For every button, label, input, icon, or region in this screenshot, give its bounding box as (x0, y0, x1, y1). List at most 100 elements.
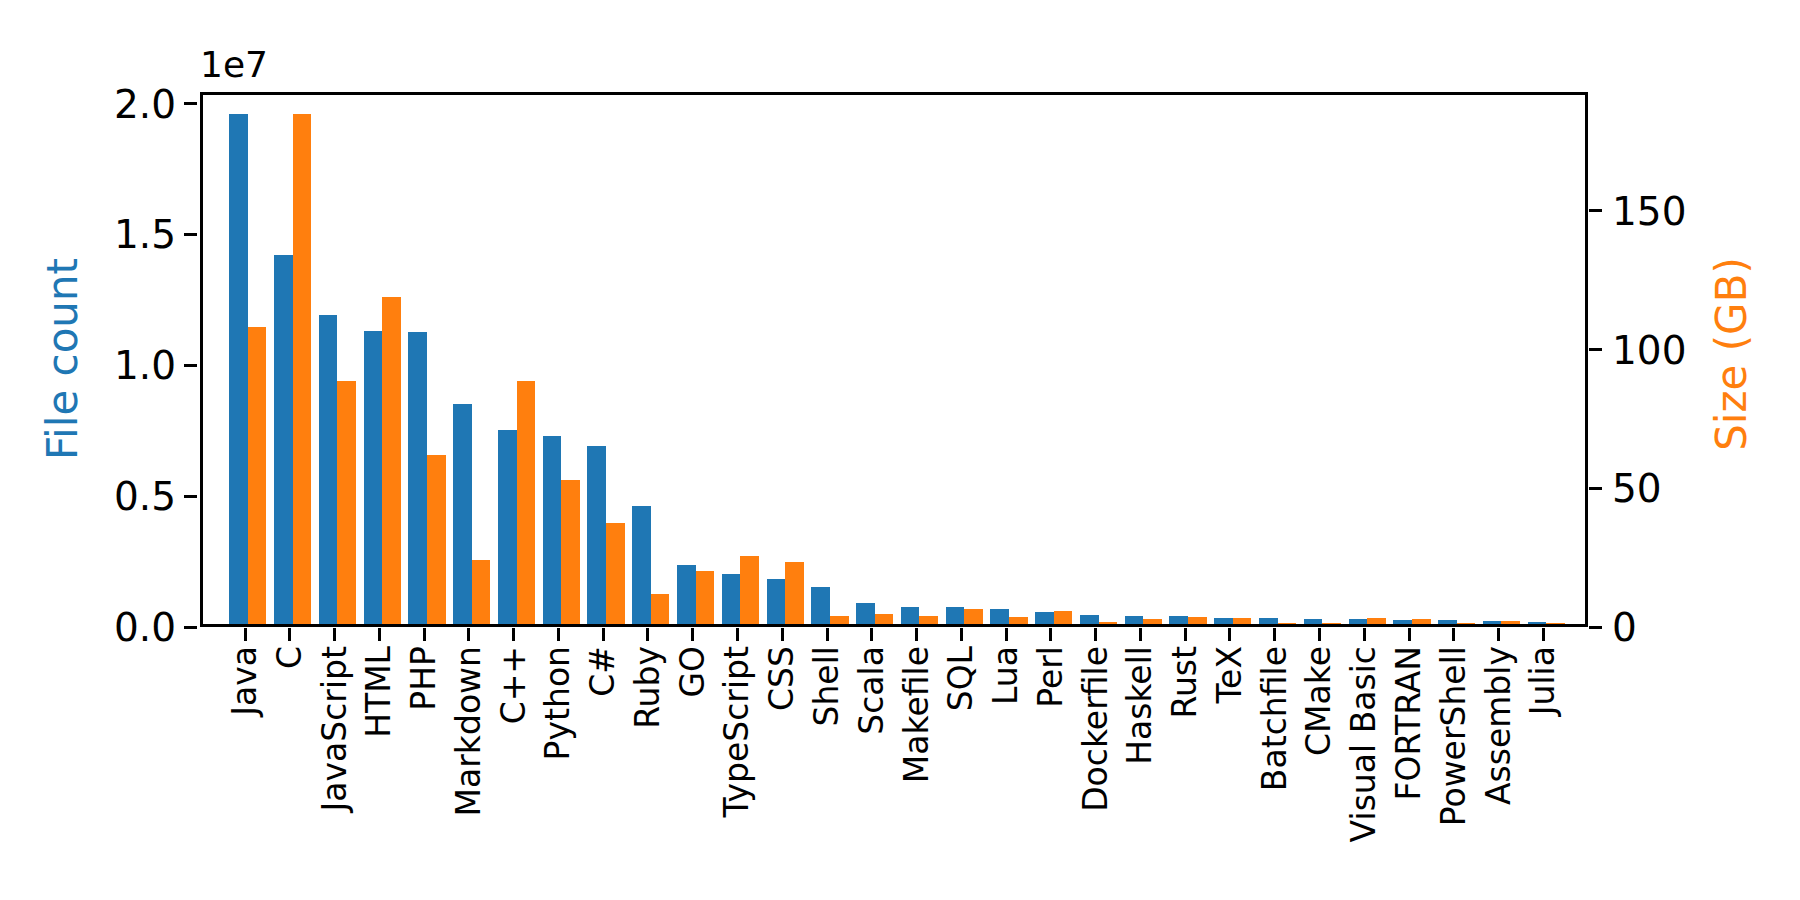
bar-size-python (561, 480, 580, 624)
plot-area (200, 92, 1588, 627)
bar-file-count-go (677, 565, 696, 624)
bar-size-makefile (919, 616, 938, 624)
bar-size-c (293, 114, 312, 624)
x-axis-tick (333, 628, 336, 641)
x-axis-tick (1363, 628, 1366, 641)
x-axis-tick-label-python: Python (539, 646, 577, 760)
bar-file-count-batchfile (1259, 618, 1278, 625)
x-axis-tick-label-css: CSS (763, 646, 801, 711)
bar-size-rust (1188, 617, 1207, 624)
bar-file-count-haskell (1125, 616, 1144, 624)
bar-size-css (785, 562, 804, 624)
bar-size-c (606, 523, 625, 624)
x-axis-tick (1318, 628, 1321, 641)
bar-size-scala (875, 614, 894, 625)
bar-size-julia (1546, 623, 1565, 624)
x-axis-tick-label-perl: Perl (1032, 646, 1070, 708)
bar-file-count-javascript (319, 315, 338, 624)
bar-file-count-cmake (1304, 619, 1323, 624)
x-axis-tick (423, 628, 426, 641)
left-axis-tick (184, 364, 197, 367)
x-axis-tick (1139, 628, 1142, 641)
right-axis-tick-label: 150 (1612, 192, 1686, 231)
x-axis-tick (1228, 628, 1231, 641)
bar-file-count-assembly (1483, 621, 1502, 624)
x-axis-tick (467, 628, 470, 641)
x-axis-tick-label-rust: Rust (1166, 646, 1204, 719)
bar-size-php (427, 455, 446, 624)
bar-file-count-sql (946, 607, 965, 624)
x-axis-tick (1273, 628, 1276, 641)
x-axis-tick-label-shell: Shell (808, 646, 846, 727)
left-axis-tick-label: 0.5 (0, 477, 176, 516)
x-axis-tick (781, 628, 784, 641)
x-axis-tick-label-scala: Scala (853, 646, 891, 735)
x-axis-tick-label-powershell: PowerShell (1435, 646, 1473, 826)
x-axis-tick (1497, 628, 1500, 641)
bar-file-count-rust (1169, 616, 1188, 624)
bar-file-count-visual-basic (1349, 619, 1368, 624)
bar-file-count-powershell (1438, 620, 1457, 624)
left-axis-tick-label: 1.0 (0, 346, 176, 385)
left-axis-offset-text: 1e7 (200, 47, 268, 83)
x-axis-tick-label-c: C++ (495, 646, 533, 724)
bar-file-count-tex (1214, 618, 1233, 624)
bar-file-count-typescript (722, 574, 741, 624)
x-axis-tick-label-typescript: TypeScript (718, 646, 756, 818)
bar-file-count-python (543, 436, 562, 624)
bar-file-count-php (408, 332, 427, 624)
x-axis-tick-label-batchfile: Batchfile (1256, 646, 1294, 791)
bar-size-perl (1054, 611, 1073, 624)
right-axis-title: Size (GB) (1711, 257, 1753, 451)
bar-size-markdown (472, 560, 491, 624)
bar-size-lua (1009, 617, 1028, 624)
left-axis-tick (184, 102, 197, 105)
x-axis-tick (288, 628, 291, 641)
left-axis-tick-label: 1.5 (0, 215, 176, 254)
bar-size-visual-basic (1367, 618, 1386, 624)
x-axis-tick-label-dockerfile: Dockerfile (1077, 646, 1115, 812)
x-axis-tick (1184, 628, 1187, 641)
x-axis-tick (1542, 628, 1545, 641)
x-axis-tick-label-markdown: Markdown (450, 646, 488, 816)
x-axis-tick (1005, 628, 1008, 641)
x-axis-tick (1452, 628, 1455, 641)
left-axis-tick (184, 626, 197, 629)
right-axis-tick (1589, 209, 1602, 212)
left-axis-tick-label: 0.0 (0, 608, 176, 647)
bar-size-html (382, 297, 401, 624)
bar-size-cmake (1322, 623, 1341, 624)
bar-size-go (696, 571, 715, 624)
x-axis-tick (1094, 628, 1097, 641)
bar-size-javascript (337, 381, 356, 624)
x-axis-tick-label-haskell: Haskell (1121, 646, 1159, 765)
left-axis-tick (184, 495, 197, 498)
x-axis-tick-label-julia: Julia (1524, 646, 1562, 715)
bar-file-count-java (229, 114, 248, 624)
x-axis-tick (1049, 628, 1052, 641)
bar-file-count-fortran (1393, 620, 1412, 624)
right-axis-tick-label: 0 (1612, 608, 1637, 647)
x-axis-tick-label-fortran: FORTRAN (1390, 646, 1428, 801)
bar-file-count-css (767, 579, 786, 624)
x-axis-tick (378, 628, 381, 641)
figure: File count Size (GB) 1e7 0.00.51.01.52.0… (0, 0, 1800, 900)
x-axis-tick-label-makefile: Makefile (898, 646, 936, 783)
x-axis-tick-label-c: C# (584, 646, 622, 697)
bar-file-count-html (364, 331, 383, 624)
x-axis-tick-label-assembly: Assembly (1480, 646, 1518, 805)
bar-size-c (517, 381, 536, 624)
bar-size-haskell (1143, 619, 1162, 624)
bar-file-count-markdown (453, 404, 472, 624)
x-axis-tick (646, 628, 649, 641)
bar-size-tex (1233, 618, 1252, 624)
bar-file-count-c (498, 430, 517, 624)
x-axis-tick (870, 628, 873, 641)
x-axis-tick-label-c: C (271, 646, 309, 669)
bar-file-count-perl (1035, 612, 1054, 624)
bar-size-sql (964, 609, 983, 624)
bar-file-count-julia (1528, 622, 1547, 624)
x-axis-tick (691, 628, 694, 641)
x-axis-tick (557, 628, 560, 641)
bar-size-batchfile (1278, 623, 1297, 624)
